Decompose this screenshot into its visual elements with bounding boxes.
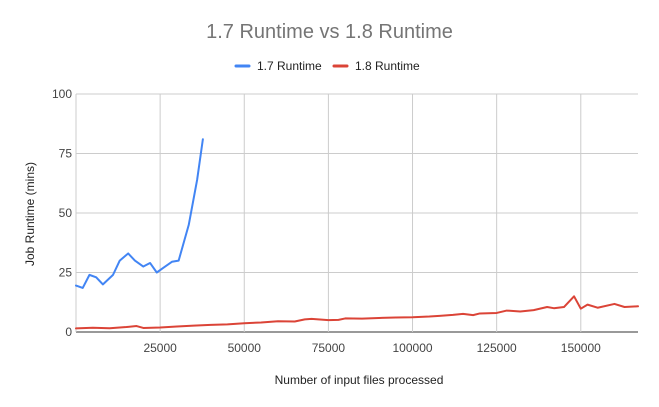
grid-lines [75,93,638,333]
x-tick-label: 75000 [312,341,346,355]
x-axis-title: Number of input files processed [275,373,444,387]
y-axis-ticks: 0 25 50 75 100 [52,87,72,339]
x-tick-label: 150000 [561,341,601,355]
x-tick-label: 50000 [228,341,262,355]
x-tick-label: 25000 [143,341,177,355]
y-axis-title: Job Runtime (mins) [23,162,37,266]
y-tick-label: 100 [52,87,72,101]
series-line-1-8-runtime[interactable] [75,295,639,330]
legend-label-1-8-runtime: 1.8 Runtime [355,59,420,73]
y-tick-label: 50 [59,206,73,220]
legend[interactable]: 1.7 Runtime 1.8 Runtime [234,59,420,73]
legend-label-1-7-runtime: 1.7 Runtime [257,59,322,73]
chart-title: 1.7 Runtime vs 1.8 Runtime [206,21,453,43]
y-tick-label: 0 [65,325,72,339]
y-tick-label: 25 [59,266,73,280]
y-tick-label: 75 [59,147,73,161]
series-line-1-7-runtime[interactable] [75,138,204,289]
series-layer [75,138,639,330]
x-tick-label: 100000 [393,341,433,355]
x-axis-ticks: 25000 50000 75000 100000 125000 150000 [143,341,601,355]
x-tick-label: 125000 [477,341,517,355]
